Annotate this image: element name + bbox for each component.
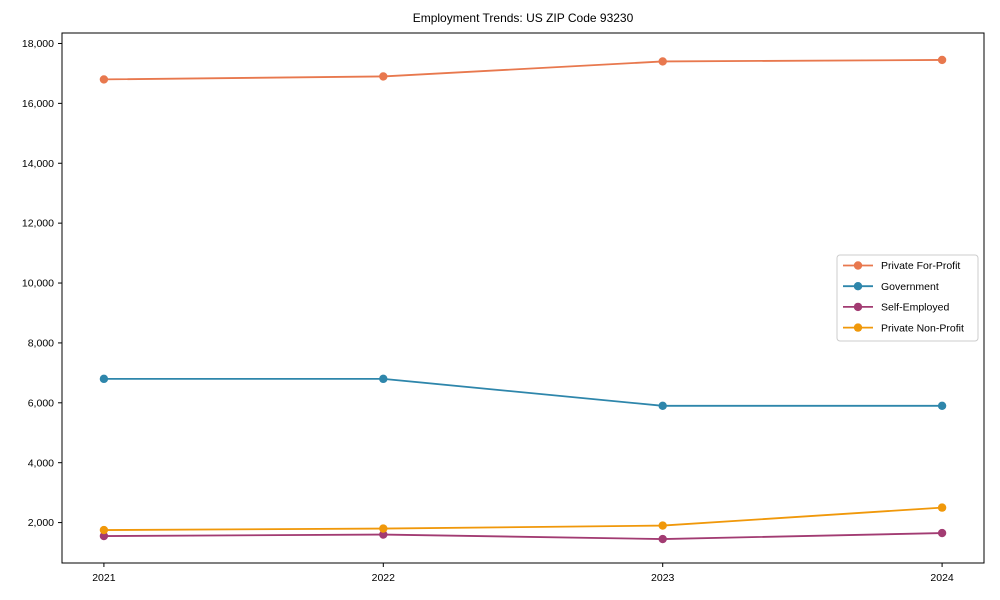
data-point <box>658 401 667 410</box>
series-line <box>103 532 943 540</box>
y-tick-label: 14,000 <box>22 158 54 170</box>
data-point <box>379 524 388 533</box>
data-point <box>937 401 947 410</box>
data-point <box>99 75 109 84</box>
data-point <box>379 374 388 384</box>
data-point <box>99 531 109 541</box>
x-tick-label: 2024 <box>930 572 954 584</box>
y-tick-label: 12,000 <box>22 218 54 230</box>
legend <box>836 254 979 342</box>
x-tick-label: 2021 <box>92 572 116 584</box>
legend-marker-dot <box>853 261 863 270</box>
data-point <box>937 55 947 65</box>
y-tick-label: 16,000 <box>22 98 54 110</box>
data-point <box>658 534 667 544</box>
y-tick-label: 2,000 <box>28 517 54 529</box>
y-tick-label: 10,000 <box>22 278 54 290</box>
legend-marker-dot <box>853 282 863 291</box>
series-line <box>103 377 943 407</box>
x-tick-label: 2023 <box>651 572 675 584</box>
series-line <box>103 59 943 81</box>
y-tick-label: 6,000 <box>28 397 54 409</box>
data-point <box>658 57 667 66</box>
series-line <box>103 506 943 531</box>
legend-marker-dot <box>853 323 863 332</box>
data-point <box>658 521 667 530</box>
y-tick-label: 8,000 <box>28 338 54 350</box>
legend-label: Private Non-Profit <box>881 322 964 334</box>
legend-label: Government <box>881 281 939 293</box>
data-point <box>99 525 109 535</box>
legend-marker-dot <box>853 302 863 312</box>
data-point <box>937 503 947 512</box>
data-point <box>99 374 109 384</box>
legend-label: Private For-Profit <box>881 260 960 272</box>
data-point <box>937 528 947 538</box>
x-tick-label: 2022 <box>372 572 396 584</box>
data-point <box>379 72 388 81</box>
axes-box <box>61 32 985 564</box>
chart-title: Employment Trends: US ZIP Code 93230 <box>413 11 634 25</box>
y-tick-label: 4,000 <box>28 457 54 469</box>
data-point <box>379 530 388 539</box>
plot-area: 2,000 4,000 6,000 8,000 10,000 12,000 14,000 16… <box>22 32 985 584</box>
y-tick-label: 18,000 <box>22 38 54 50</box>
legend-label: Self-Employed <box>881 302 949 314</box>
